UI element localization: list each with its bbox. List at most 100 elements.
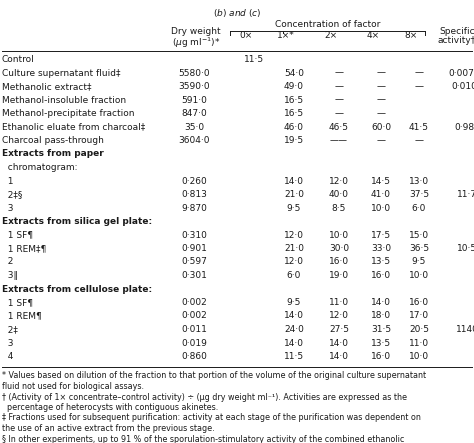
- Text: 6·0: 6·0: [287, 271, 301, 280]
- Text: —: —: [335, 69, 344, 78]
- Text: 0·002: 0·002: [181, 298, 207, 307]
- Text: Charcoal pass-through: Charcoal pass-through: [2, 136, 104, 145]
- Text: 14·0: 14·0: [284, 176, 304, 186]
- Text: 16·5: 16·5: [284, 109, 304, 118]
- Text: 3: 3: [2, 338, 13, 347]
- Text: 33·0: 33·0: [371, 244, 391, 253]
- Text: 21·0: 21·0: [284, 244, 304, 253]
- Text: chromatogram:: chromatogram:: [2, 163, 78, 172]
- Text: 0·260: 0·260: [181, 176, 207, 186]
- Text: 1140: 1140: [456, 325, 474, 334]
- Text: 9·5: 9·5: [287, 203, 301, 213]
- Text: fluid not used for biological assays.: fluid not used for biological assays.: [2, 382, 144, 391]
- Text: 19·5: 19·5: [284, 136, 304, 145]
- Text: 16·5: 16·5: [284, 96, 304, 105]
- Text: Concentration of factor: Concentration of factor: [275, 20, 380, 29]
- Text: 11·5: 11·5: [284, 352, 304, 361]
- Text: 37·5: 37·5: [409, 190, 429, 199]
- Text: 46·5: 46·5: [329, 123, 349, 132]
- Text: 11·7: 11·7: [457, 190, 474, 199]
- Text: † (Activity of 1× concentrate–control activity) ÷ (μg dry weight ml⁻¹). Activiti: † (Activity of 1× concentrate–control ac…: [2, 392, 407, 401]
- Text: 60·0: 60·0: [371, 123, 391, 132]
- Text: ($\mu$g ml$^{-1}$)*: ($\mu$g ml$^{-1}$)*: [172, 36, 220, 51]
- Text: —: —: [414, 82, 423, 91]
- Text: Specific: Specific: [439, 27, 474, 36]
- Text: 16·0: 16·0: [329, 257, 349, 267]
- Text: 10·0: 10·0: [409, 352, 429, 361]
- Text: 54·0: 54·0: [284, 69, 304, 78]
- Text: 16·0: 16·0: [409, 298, 429, 307]
- Text: 10·0: 10·0: [409, 271, 429, 280]
- Text: 0·901: 0·901: [181, 244, 207, 253]
- Text: 14·0: 14·0: [284, 338, 304, 347]
- Text: 6·0: 6·0: [412, 203, 426, 213]
- Text: 3: 3: [2, 203, 13, 213]
- Text: 12·0: 12·0: [329, 311, 349, 320]
- Text: 8×: 8×: [404, 31, 418, 40]
- Text: 30·0: 30·0: [329, 244, 349, 253]
- Text: 9·5: 9·5: [412, 257, 426, 267]
- Text: 19·0: 19·0: [329, 271, 349, 280]
- Text: 12·0: 12·0: [284, 230, 304, 240]
- Text: 5580·0: 5580·0: [178, 69, 210, 78]
- Text: § In other experiments, up to 91 % of the sporulation-stimulatory activity of th: § In other experiments, up to 91 % of th…: [2, 435, 404, 443]
- Text: 0·813: 0·813: [181, 190, 207, 199]
- Text: 1 REM‡¶: 1 REM‡¶: [2, 244, 46, 253]
- Text: 1 REM¶: 1 REM¶: [2, 311, 42, 320]
- Text: 35·0: 35·0: [184, 123, 204, 132]
- Text: 2‡§: 2‡§: [2, 190, 22, 199]
- Text: 10·0: 10·0: [329, 230, 349, 240]
- Text: 0·301: 0·301: [181, 271, 207, 280]
- Text: 14·0: 14·0: [329, 352, 349, 361]
- Text: * Values based on dilution of the fraction to that portion of the volume of the : * Values based on dilution of the fracti…: [2, 372, 426, 381]
- Text: 49·0: 49·0: [284, 82, 304, 91]
- Text: Control: Control: [2, 55, 35, 64]
- Text: 3‖: 3‖: [2, 271, 18, 280]
- Text: 4: 4: [2, 352, 13, 361]
- Text: 13·5: 13·5: [371, 257, 391, 267]
- Text: Culture supernatant fluid‡: Culture supernatant fluid‡: [2, 69, 120, 78]
- Text: 0·597: 0·597: [181, 257, 207, 267]
- Text: 40·0: 40·0: [329, 190, 349, 199]
- Text: activity†: activity†: [438, 36, 474, 45]
- Text: 591·0: 591·0: [181, 96, 207, 105]
- Text: 847·0: 847·0: [181, 109, 207, 118]
- Text: —: —: [414, 69, 423, 78]
- Text: 16·0: 16·0: [371, 352, 391, 361]
- Text: 27·5: 27·5: [329, 325, 349, 334]
- Text: 3590·0: 3590·0: [178, 82, 210, 91]
- Text: 4×: 4×: [366, 31, 380, 40]
- Text: 3604·0: 3604·0: [178, 136, 210, 145]
- Text: 8·5: 8·5: [332, 203, 346, 213]
- Text: 2×: 2×: [324, 31, 337, 40]
- Text: 14·0: 14·0: [329, 338, 349, 347]
- Text: percentage of heterocysts with contiguous akinetes.: percentage of heterocysts with contiguou…: [7, 403, 218, 412]
- Text: —: —: [376, 82, 385, 91]
- Text: 0·986: 0·986: [454, 123, 474, 132]
- Text: 0·011: 0·011: [181, 325, 207, 334]
- Text: Extracts from paper: Extracts from paper: [2, 149, 104, 159]
- Text: 13·0: 13·0: [409, 176, 429, 186]
- Text: 12·0: 12·0: [329, 176, 349, 186]
- Text: 17·5: 17·5: [371, 230, 391, 240]
- Text: Methanol-insoluble fraction: Methanol-insoluble fraction: [2, 96, 126, 105]
- Text: —: —: [335, 82, 344, 91]
- Text: —: —: [376, 109, 385, 118]
- Text: —: —: [376, 136, 385, 145]
- Text: Dry weight: Dry weight: [171, 27, 221, 36]
- Text: 2: 2: [2, 257, 13, 267]
- Text: the use of an active extract from the previous stage.: the use of an active extract from the pr…: [2, 424, 215, 433]
- Text: 46·0: 46·0: [284, 123, 304, 132]
- Text: 1 SF¶: 1 SF¶: [2, 298, 33, 307]
- Text: 10·0: 10·0: [371, 203, 391, 213]
- Text: 9·5: 9·5: [287, 298, 301, 307]
- Text: 31·5: 31·5: [371, 325, 391, 334]
- Text: 17·0: 17·0: [409, 311, 429, 320]
- Text: ‡ Fractions used for subsequent purification: activity at each stage of the puri: ‡ Fractions used for subsequent purifica…: [2, 413, 421, 423]
- Text: 0·860: 0·860: [181, 352, 207, 361]
- Text: 14·5: 14·5: [371, 176, 391, 186]
- Text: 14·0: 14·0: [371, 298, 391, 307]
- Text: 2‡: 2‡: [2, 325, 18, 334]
- Text: 9·870: 9·870: [181, 203, 207, 213]
- Text: 1: 1: [2, 176, 13, 186]
